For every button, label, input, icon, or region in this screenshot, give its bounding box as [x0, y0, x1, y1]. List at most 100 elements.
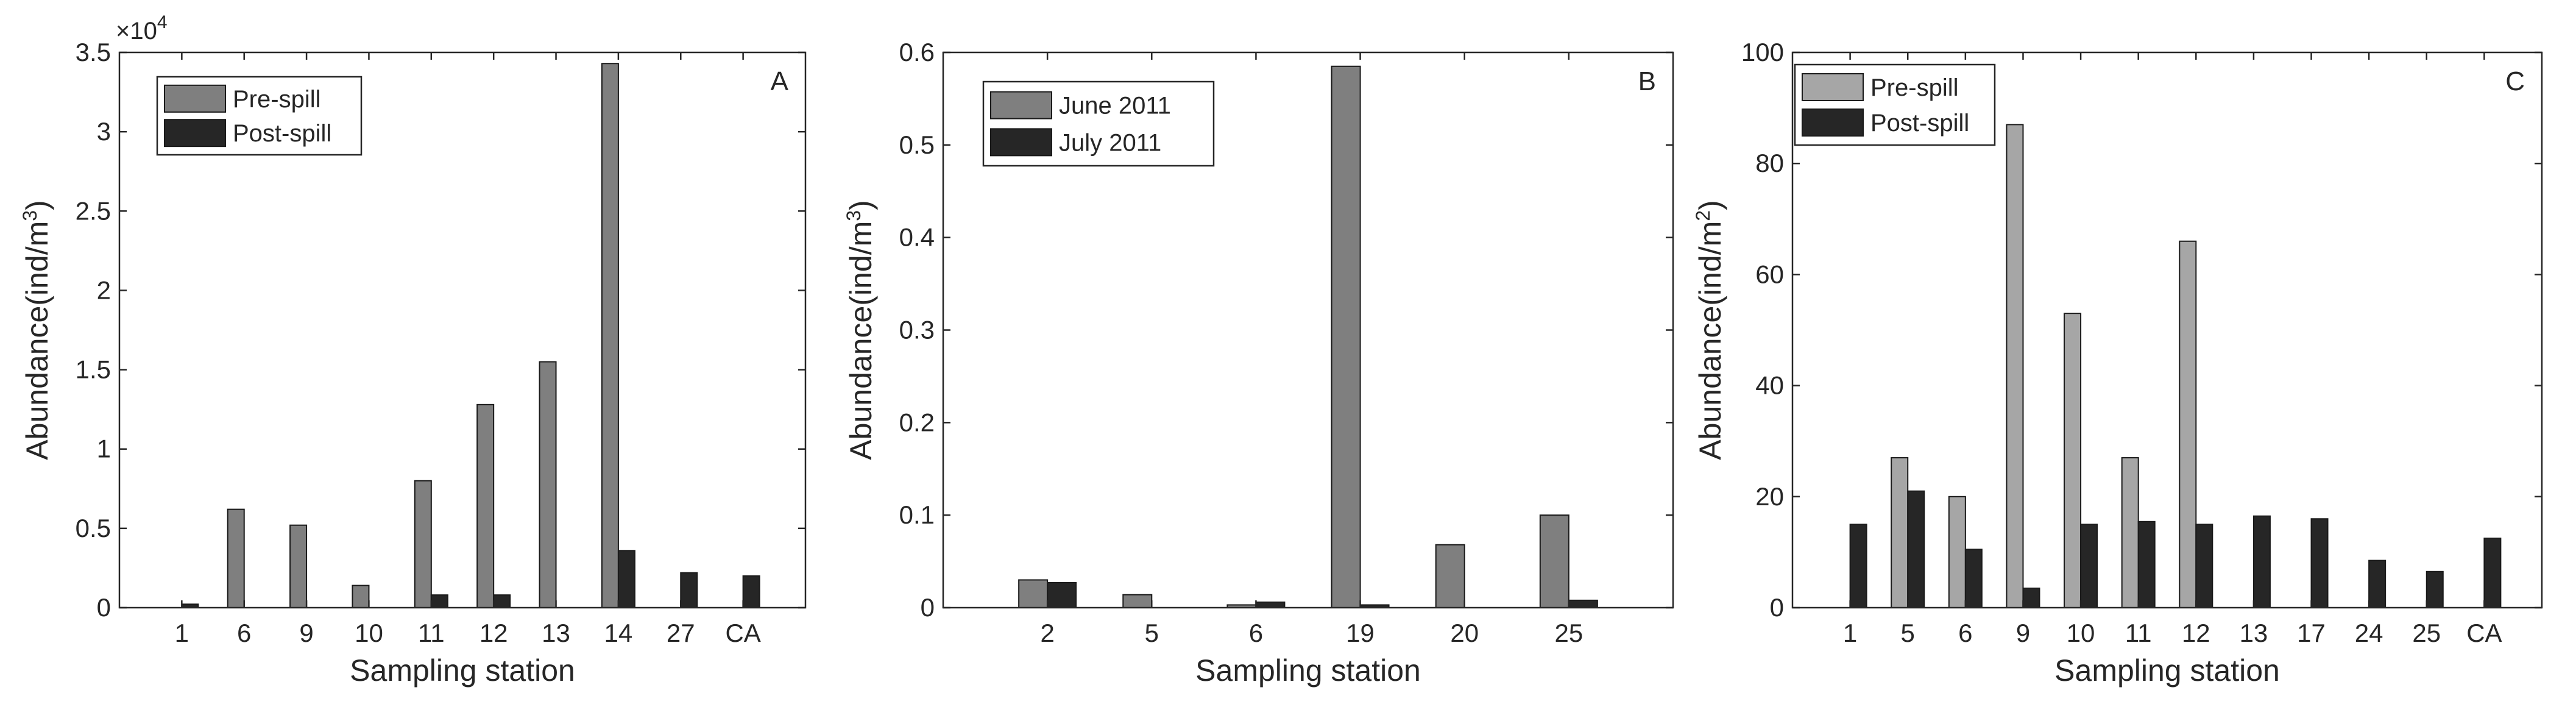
- y-tick-label: 1: [97, 435, 111, 463]
- x-tick-label: 6: [1249, 619, 1263, 647]
- legend-swatch-2: [164, 119, 226, 148]
- x-tick-label: 12: [2182, 619, 2210, 647]
- y-tick-label: 2.5: [76, 196, 111, 225]
- bar-a-s1-14: [601, 63, 619, 609]
- y-axis-multiplier: ×104: [116, 12, 168, 44]
- y-axis-multiplier-exponent: 4: [157, 12, 168, 32]
- y-tick-label: 1.5: [76, 355, 111, 384]
- bar-a-s1-11: [414, 480, 432, 608]
- y-axis-label-close: ): [20, 200, 54, 210]
- y-tick-label: 0: [921, 593, 935, 622]
- bar-a-s2-27: [680, 572, 698, 608]
- x-tick-label: 9: [299, 619, 313, 647]
- legend-swatch-1: [990, 91, 1052, 119]
- bar-a-s2-11: [430, 594, 448, 608]
- legend: June 2011 July 2011: [982, 80, 1215, 167]
- bar-c-s2-10: [2080, 524, 2098, 608]
- x-tick-label: 5: [1145, 619, 1159, 647]
- x-tick-label: 25: [1554, 619, 1583, 647]
- x-tick-label: 6: [1958, 619, 1972, 647]
- y-tick-label: 0.4: [899, 223, 935, 252]
- legend-label-2: July 2011: [1059, 129, 1161, 156]
- bar-a-s1-13: [539, 361, 557, 608]
- bar-a-s2-14: [617, 550, 635, 608]
- y-axis-label-main: Abundance(ind/m: [1693, 221, 1727, 460]
- y-axis-label: Abundance(ind/m3): [19, 200, 54, 460]
- x-tick-label: 11: [2125, 619, 2152, 647]
- y-tick-label: 3: [97, 117, 111, 146]
- y-tick-label: 0.6: [899, 38, 935, 66]
- y-tick-label: 3.5: [76, 38, 111, 66]
- x-tick-label: 1: [175, 619, 189, 647]
- x-tick-label: 6: [237, 619, 251, 647]
- x-tick-label: 10: [355, 619, 383, 647]
- x-tick-label: 11: [418, 619, 445, 647]
- legend-label-2: Post-spill: [1870, 110, 1969, 137]
- y-axis-label-main: Abundance(ind/m: [20, 221, 54, 460]
- bar-b-s2-2: [1047, 582, 1077, 609]
- y-tick-label: 0.3: [899, 316, 935, 344]
- bar-c-s1-12: [2179, 240, 2197, 608]
- bar-c-s2-12: [2195, 524, 2213, 608]
- bar-c-s2-ca: [2483, 538, 2502, 608]
- legend-swatch-2: [1802, 108, 1864, 137]
- x-tick-label: 19: [1346, 619, 1375, 647]
- y-axis-label: Abundance(ind/m2): [1692, 200, 1727, 460]
- y-tick-label: 0.2: [899, 408, 935, 436]
- legend-label-2: Post-spill: [233, 120, 331, 147]
- bar-a-s1-9: [289, 524, 308, 608]
- y-axis-label-main: Abundance(ind/m: [844, 221, 878, 460]
- x-axis-label: Sampling station: [2054, 653, 2280, 688]
- bar-a-s1-6: [227, 508, 245, 608]
- bar-b-s1-25: [1539, 514, 1569, 609]
- bar-c-s1-9: [2006, 124, 2024, 608]
- y-axis-label-superscript: 2: [1692, 210, 1714, 221]
- bar-c-s1-10: [2064, 313, 2082, 608]
- y-axis-label-superscript: 3: [19, 210, 41, 221]
- bar-a-s1-12: [476, 403, 495, 608]
- x-tick-label: 5: [1901, 619, 1915, 647]
- y-axis-multiplier-base: ×10: [116, 18, 157, 44]
- legend-label-1: Pre-spill: [233, 86, 320, 113]
- panel-label: B: [1638, 66, 1656, 96]
- x-tick-label: 27: [667, 619, 695, 647]
- x-tick-label: 13: [2240, 619, 2268, 647]
- legend-swatch-1: [164, 84, 226, 113]
- x-tick-label: 20: [1450, 619, 1479, 647]
- y-tick-label: 2: [97, 275, 111, 304]
- bar-b-s2-6: [1255, 601, 1286, 609]
- x-axis-label: Sampling station: [1195, 653, 1421, 688]
- y-tick-label: 40: [1755, 371, 1784, 400]
- x-tick-label: 10: [2067, 619, 2095, 647]
- x-axis-label: Sampling station: [350, 653, 575, 688]
- bar-c-s1-11: [2121, 457, 2139, 609]
- bar-b-s1-19: [1331, 65, 1361, 608]
- plot-area-frame: [1791, 51, 2543, 609]
- bar-a-s1-10: [352, 585, 370, 608]
- panel-label: C: [2505, 66, 2525, 96]
- bar-c-s2-6: [1964, 549, 1983, 608]
- bar-a-s2-ca: [742, 575, 760, 609]
- chart-panel-c: 0 20 40 60 80 100 1 5 6 9 10 11 12 13 17 24 25 CA Sampling…: [1692, 38, 2543, 688]
- x-tick-label: 2: [1040, 619, 1054, 647]
- x-tick-label: 17: [2297, 619, 2326, 647]
- bar-c-s2-13: [2252, 515, 2271, 608]
- y-tick-label: 0.5: [76, 514, 111, 542]
- bar-c-s1-6: [1948, 496, 1966, 608]
- x-tick-label: 25: [2412, 619, 2441, 647]
- bar-c-s2-17: [2310, 518, 2329, 608]
- bar-c-s2-5: [1907, 490, 1925, 608]
- bar-b-s1-2: [1018, 579, 1049, 609]
- bar-c-s2-9: [2022, 588, 2040, 608]
- bar-c-s2-11: [2137, 521, 2156, 608]
- bar-c-s1-5: [1891, 457, 1909, 609]
- y-tick-label: 80: [1755, 149, 1784, 177]
- y-tick-label: 20: [1755, 482, 1784, 511]
- bar-c-s2-1: [1849, 524, 1867, 608]
- x-tick-label: 1: [1843, 619, 1857, 647]
- y-tick-label: 0: [1770, 593, 1784, 622]
- y-axis-label-close: ): [1693, 200, 1727, 210]
